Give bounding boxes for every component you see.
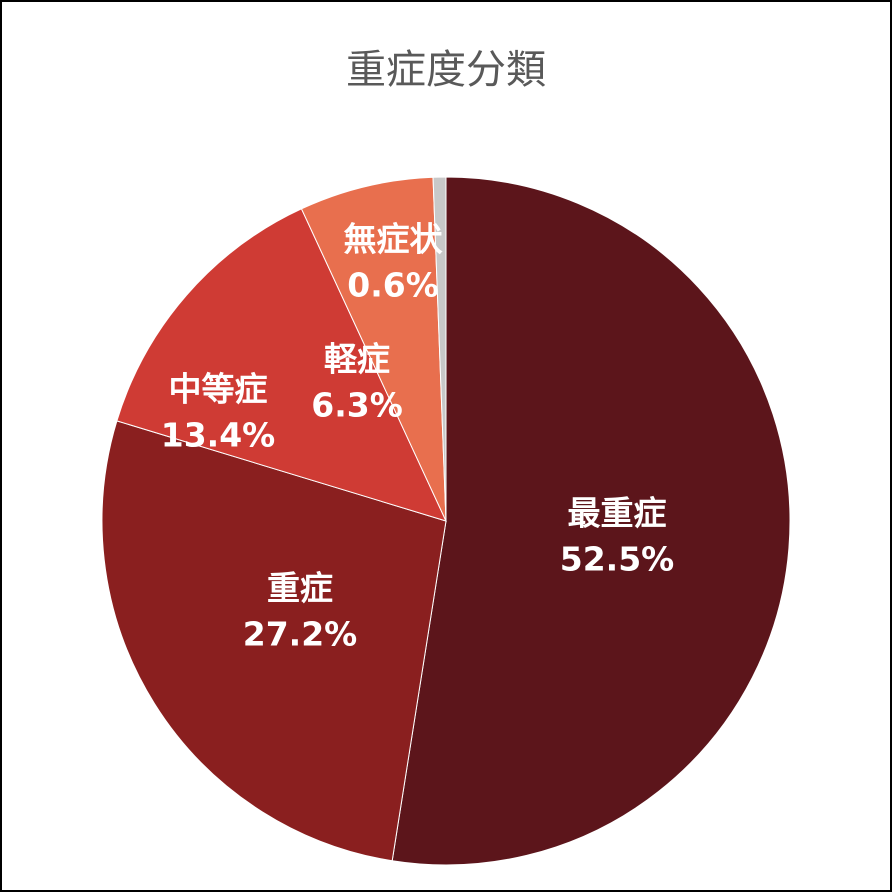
slice-name: 軽症: [324, 340, 390, 379]
data-label: 0.6%: [347, 266, 439, 305]
data-label: 52.5%: [560, 540, 675, 579]
pie-slice: [101, 420, 447, 862]
data-label: 13.4%: [161, 416, 276, 455]
chart-title: 重症度分類: [346, 47, 546, 93]
slice-name: 無症状: [344, 220, 444, 259]
pie-slice: [300, 176, 447, 522]
slice-name: 重症: [267, 569, 333, 608]
slice-name: 最重症: [568, 494, 667, 533]
pie-slice: [116, 208, 447, 522]
data-label: 6.3%: [311, 386, 403, 425]
pie-slice: [391, 176, 791, 866]
data-label: 27.2%: [243, 615, 358, 654]
slice-name: 中等症: [169, 370, 268, 409]
pie-slice: [432, 176, 447, 522]
